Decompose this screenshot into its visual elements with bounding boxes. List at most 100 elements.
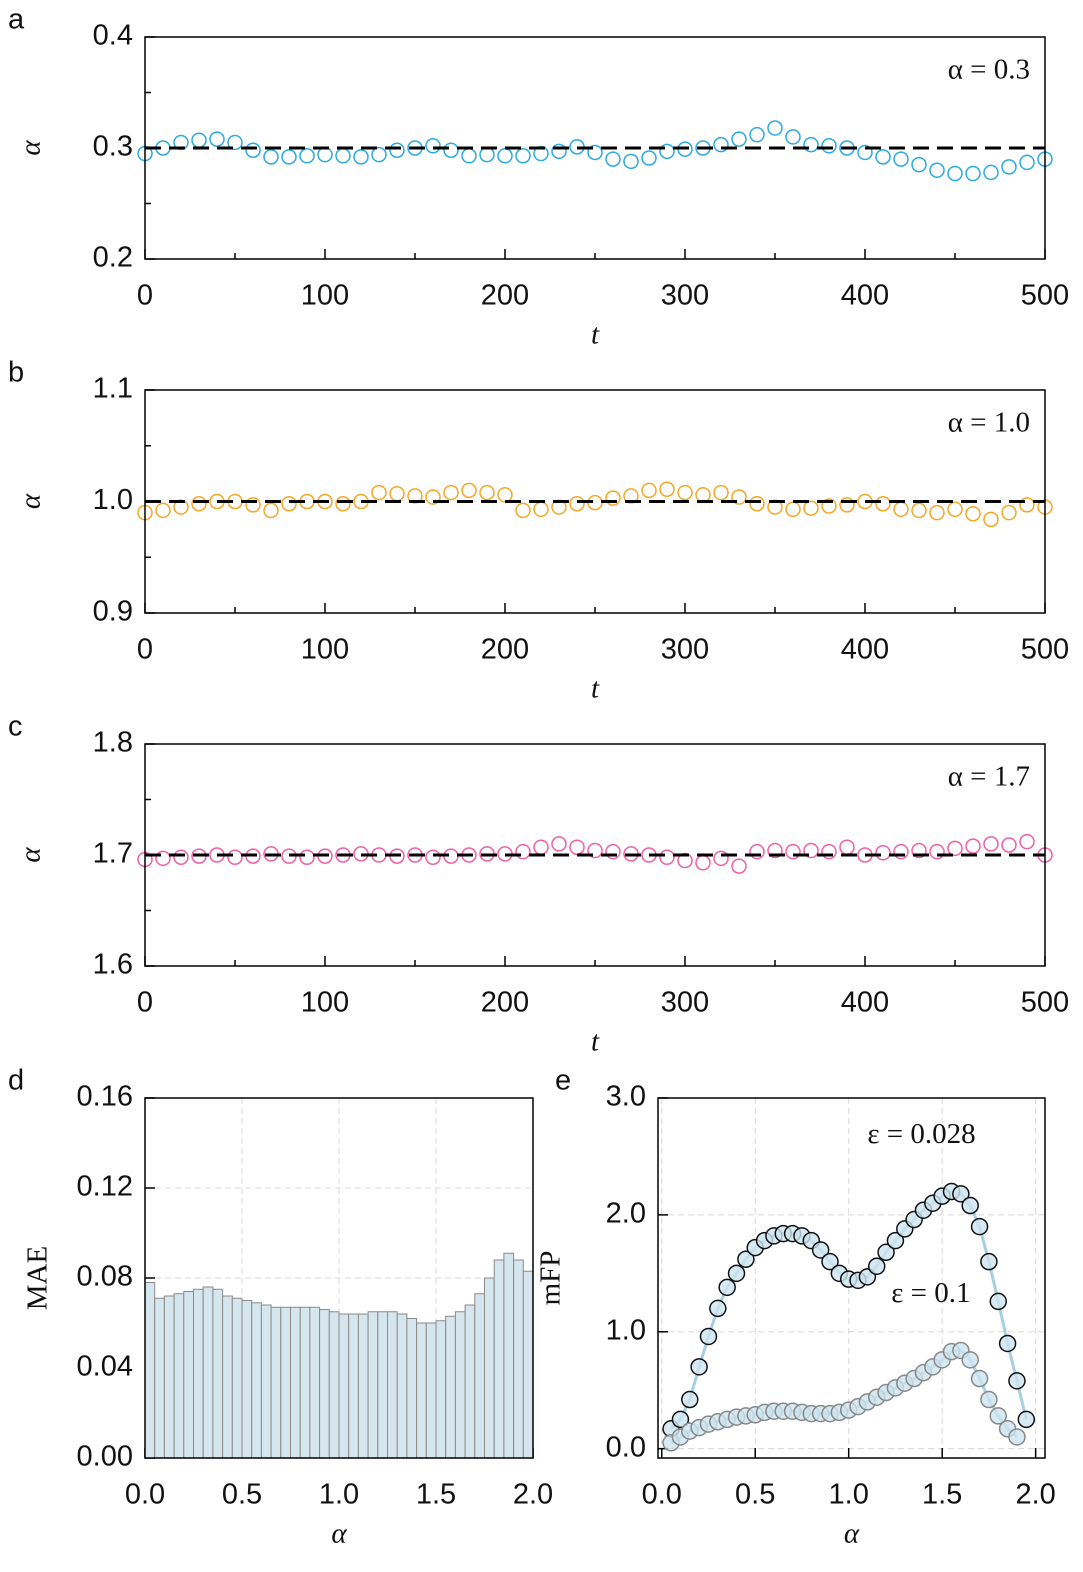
data-point	[965, 506, 981, 522]
data-point	[371, 484, 387, 501]
y-tick-label: 2.0	[606, 1198, 646, 1230]
data-point	[803, 136, 819, 153]
data-point	[718, 1278, 736, 1297]
y-tick-label: 1.7	[93, 838, 133, 870]
bar	[193, 1288, 204, 1459]
data-point	[929, 504, 945, 521]
data-point	[425, 138, 441, 154]
bar	[387, 1311, 398, 1459]
bar	[406, 1318, 418, 1459]
x-tick-label: 2.0	[1015, 1479, 1055, 1511]
data-point	[875, 845, 891, 861]
data-point	[749, 843, 765, 860]
data-point	[911, 156, 927, 173]
data-point	[690, 1358, 708, 1376]
data-point	[515, 843, 531, 860]
y-tick-label: 0.00	[77, 1441, 133, 1473]
data-point	[989, 1292, 1008, 1311]
data-point	[875, 149, 891, 165]
data-point	[461, 482, 477, 499]
y-tick-label: 1.0	[606, 1314, 646, 1346]
data-point	[983, 836, 999, 852]
x-tick-label: 200	[481, 634, 529, 666]
x-tick-label: 0.0	[125, 1479, 165, 1511]
data-point	[803, 500, 819, 516]
y-tick-label: 1.0	[93, 484, 133, 516]
bar	[348, 1313, 359, 1459]
bar	[503, 1252, 515, 1459]
bar	[396, 1313, 408, 1459]
bar	[328, 1311, 340, 1459]
data-point	[821, 1252, 839, 1271]
data-point	[587, 144, 603, 161]
data-point	[785, 843, 801, 860]
bar	[183, 1291, 195, 1459]
data-point	[713, 136, 729, 153]
x-tick-label: 500	[1021, 280, 1069, 312]
data-point	[839, 839, 855, 855]
x-tick-label: 1.0	[829, 1479, 869, 1511]
bar	[270, 1306, 282, 1459]
x-tick-label: 300	[661, 987, 709, 1019]
data-point	[893, 843, 909, 860]
x-tick-label: 0	[137, 987, 153, 1019]
y-tick-label: 0.16	[77, 1081, 133, 1113]
data-point	[727, 1264, 746, 1283]
data-point	[821, 843, 837, 860]
annotation: α = 1.0	[948, 407, 1030, 439]
data-point	[1008, 1372, 1026, 1390]
bar	[222, 1295, 233, 1459]
bar	[454, 1311, 466, 1459]
data-point	[671, 1410, 690, 1429]
bar	[377, 1311, 388, 1459]
data-point	[785, 129, 801, 145]
data-point	[749, 495, 765, 512]
x-tick-label: 2.0	[513, 1479, 553, 1511]
x-tick-label: 200	[481, 280, 529, 312]
data-point	[677, 484, 693, 501]
y-tick-label: 0.4	[93, 20, 133, 52]
data-point	[965, 838, 981, 854]
data-point	[731, 858, 747, 874]
data-point	[767, 120, 783, 136]
bar	[338, 1313, 350, 1459]
plot-frame	[657, 1097, 1046, 1459]
data-point	[947, 840, 963, 857]
y-axis-label: α	[15, 847, 47, 863]
y-tick-label: 0.04	[77, 1351, 133, 1383]
data-point	[998, 1334, 1017, 1353]
bar	[474, 1293, 485, 1459]
data-point	[425, 849, 441, 865]
x-tick-label: 1.5	[922, 1479, 962, 1511]
data-point	[1019, 497, 1035, 513]
data-point	[731, 489, 747, 505]
bar	[493, 1259, 505, 1459]
bar	[144, 1282, 156, 1459]
plot-frame	[144, 1097, 534, 1459]
data-point	[911, 842, 927, 859]
x-tick-label: 100	[301, 987, 349, 1019]
panel-letter: a	[8, 4, 25, 36]
x-tick-label: 300	[661, 634, 709, 666]
bar	[299, 1306, 311, 1459]
y-tick-label: 1.8	[93, 727, 133, 759]
data-point	[886, 1231, 905, 1250]
data-point	[425, 489, 441, 505]
data-point	[749, 126, 765, 143]
data-point	[605, 151, 621, 167]
x-tick-label: 0.5	[222, 1479, 262, 1511]
data-point	[970, 1369, 989, 1388]
y-axis-label: α	[15, 140, 47, 156]
bar	[367, 1311, 379, 1459]
data-point	[299, 849, 315, 865]
y-tick-label: 1.1	[93, 373, 133, 405]
data-point	[605, 843, 621, 860]
y-tick-label: 3.0	[606, 1081, 646, 1113]
bar	[357, 1313, 369, 1459]
data-point	[281, 495, 297, 512]
bar	[445, 1315, 456, 1459]
data-point	[811, 1241, 830, 1259]
data-point	[443, 142, 459, 158]
data-point	[461, 148, 477, 164]
data-point	[983, 511, 999, 528]
